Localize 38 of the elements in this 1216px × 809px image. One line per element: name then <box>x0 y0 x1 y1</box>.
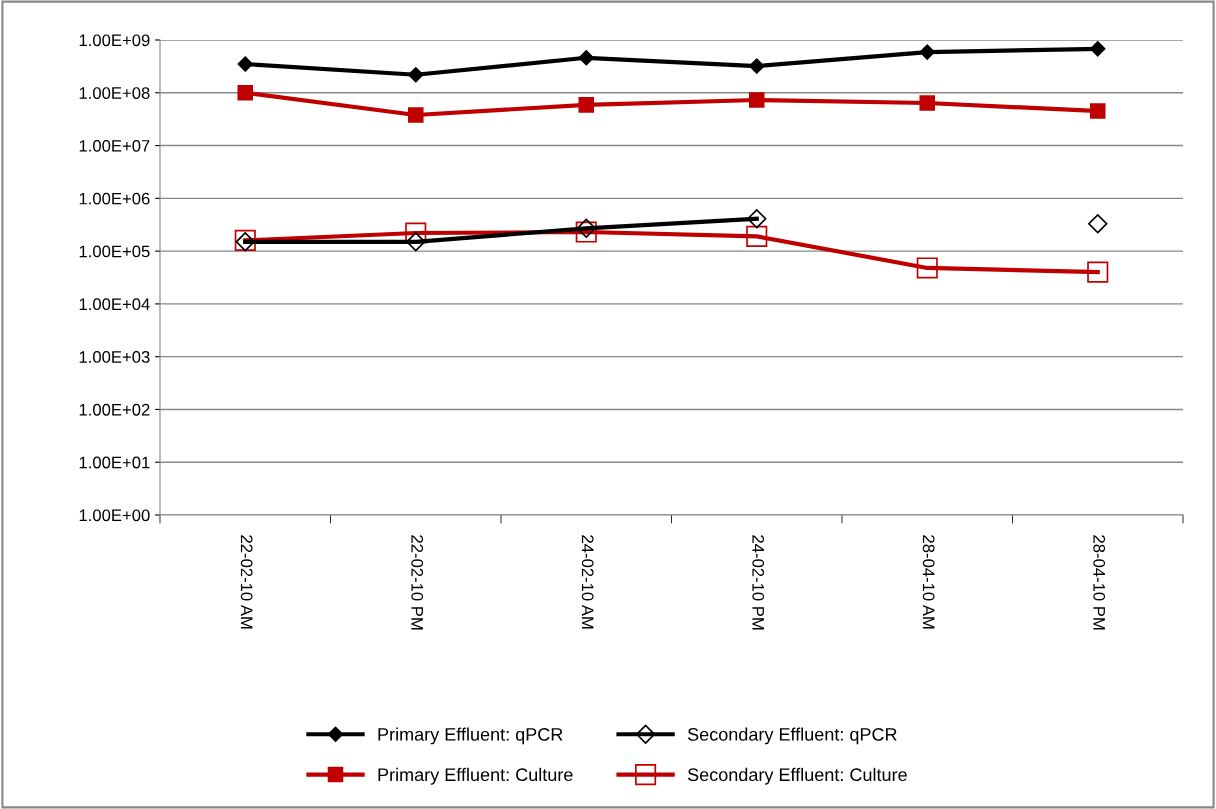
point <box>919 95 936 111</box>
point <box>1087 261 1109 283</box>
legend-label: Secondary Effluent: Culture <box>687 767 907 785</box>
legend-label: Primary Effluent: qPCR <box>378 727 563 745</box>
x-tick-label: 28-04-10 AM <box>922 535 935 629</box>
legend-label: Secondary Effluent: qPCR <box>687 727 897 745</box>
point <box>749 58 765 74</box>
point <box>406 232 426 252</box>
point <box>916 257 938 279</box>
y-tick-label: 1.00E+04 <box>79 298 150 311</box>
y-tick-label: 1.00E+06 <box>79 192 150 205</box>
point <box>408 66 424 83</box>
x-tick-label: 24-02-10 AM <box>581 535 594 629</box>
y-tick-label: 1.00E+07 <box>79 139 150 152</box>
y-tick-label: 1.00E+02 <box>79 403 150 416</box>
point <box>578 97 595 113</box>
point <box>1089 103 1106 119</box>
x-tick-label: 22-02-10 AM <box>240 535 253 629</box>
point <box>407 107 424 123</box>
legend-label: Primary Effluent: Culture <box>378 767 573 785</box>
x-tick-label: 24-02-10 PM <box>752 535 765 630</box>
point <box>1088 214 1108 234</box>
point <box>748 92 765 108</box>
point <box>237 56 253 72</box>
point <box>747 209 767 229</box>
y-tick-label: 1.00E+05 <box>79 245 150 258</box>
point <box>1090 41 1106 57</box>
x-tick-label: 28-04-10 PM <box>1093 535 1106 630</box>
y-tick-label: 1.00E+08 <box>79 87 150 99</box>
y-tick-label: 1.00E+01 <box>79 456 150 469</box>
point <box>578 50 594 66</box>
point <box>237 84 254 101</box>
point <box>746 225 768 247</box>
y-tick-label: 1.00E+03 <box>79 351 150 363</box>
x-tick-label: 22-02-10 PM <box>411 535 424 630</box>
y-tick-label: 1.00E+09 <box>79 34 150 47</box>
point <box>919 44 935 60</box>
y-tick-label: 1.00E+00 <box>79 509 150 522</box>
